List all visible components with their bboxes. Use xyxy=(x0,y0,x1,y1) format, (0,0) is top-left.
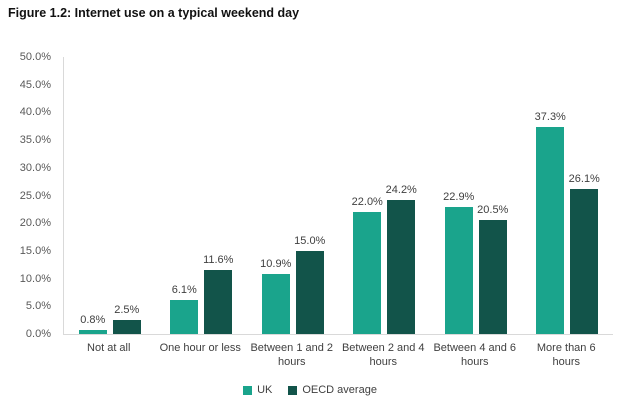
bar-value-label: 22.9% xyxy=(443,191,475,204)
bar-value-label: 6.1% xyxy=(171,284,197,297)
y-axis: 50.0% 45.0% 40.0% 35.0% 30.0% 25.0% 20.0% 15.0%… xyxy=(0,51,57,340)
legend-swatch-icon xyxy=(243,385,253,395)
y-axis-tick-label: 45.0% xyxy=(19,78,51,91)
legend-item-oecd-average: OECD average xyxy=(288,384,377,396)
bar-uk: 6.1% xyxy=(170,284,199,334)
bar-group: 22.9% 20.5% xyxy=(430,57,522,334)
bar-group: 37.3% 26.1% xyxy=(522,57,614,334)
y-axis-tick-label: 5.0% xyxy=(25,300,51,313)
bar-value-label: 0.8% xyxy=(80,313,106,326)
bar-group: 6.1% 11.6% xyxy=(156,57,248,334)
bar-uk: 22.0% xyxy=(352,196,383,334)
bar-uk: 22.9% xyxy=(443,191,474,334)
bar-value-label: 11.6% xyxy=(203,253,234,266)
y-axis-tick-label: 40.0% xyxy=(19,106,51,119)
bar-value-label: 10.9% xyxy=(260,257,292,270)
x-axis-labels: Not at all One hour or less Between 1 and … xyxy=(63,341,612,370)
bar-value-label: 24.2% xyxy=(385,183,417,196)
legend-label: UK xyxy=(257,384,273,396)
y-axis-tick-label: 30.0% xyxy=(19,161,51,174)
bar-uk: 0.8% xyxy=(78,314,107,334)
bar-group: 0.8% 2.5% xyxy=(64,57,156,334)
y-axis-tick-label: 25.0% xyxy=(19,189,51,202)
bar-group: 10.9% 15.0% xyxy=(247,57,339,334)
bar-oecd-average: 24.2% xyxy=(386,184,417,334)
bar-oecd-average: 15.0% xyxy=(294,235,325,334)
legend-swatch-icon xyxy=(288,385,298,395)
y-axis-tick-label: 50.0% xyxy=(19,51,51,63)
legend: UK OECD average xyxy=(0,384,620,396)
y-axis-tick-label: 15.0% xyxy=(19,244,51,257)
bar-value-label: 26.1% xyxy=(568,173,600,186)
y-axis-tick-label: 35.0% xyxy=(19,134,51,147)
x-axis-category-label: Not at all xyxy=(87,342,131,354)
x-axis-category-label: Between 2 and 4 hours xyxy=(341,342,425,369)
figure-title: Figure 1.2: Internet use on a typical we… xyxy=(8,6,300,20)
bar-value-label: 2.5% xyxy=(114,304,140,317)
bar-oecd-average: 2.5% xyxy=(112,304,141,334)
bar-uk: 37.3% xyxy=(535,111,566,334)
bar-value-label: 15.0% xyxy=(294,234,326,247)
bar-value-label: 20.5% xyxy=(477,204,509,217)
bar-group: 22.0% 24.2% xyxy=(339,57,431,334)
bar-oecd-average: 26.1% xyxy=(569,173,600,334)
legend-label: OECD average xyxy=(302,384,377,396)
x-axis-category-label: Between 4 and 6 hours xyxy=(433,342,517,369)
x-axis-category-label: One hour or less xyxy=(159,342,241,354)
x-axis-category-label: More than 6 hours xyxy=(536,342,596,369)
bar-value-label: 37.3% xyxy=(534,111,566,124)
y-axis-tick-label: 0.0% xyxy=(25,328,51,340)
bar-value-label: 22.0% xyxy=(351,196,383,209)
legend-item-uk: UK xyxy=(243,384,272,396)
x-axis-category-label: Between 1 and 2 hours xyxy=(250,342,334,369)
bar-oecd-average: 11.6% xyxy=(203,254,233,334)
plot-area: 0.8% 2.5% 6.1% 11.6% 10.9% 15.0% 22.0% 24.2% 22.… xyxy=(63,57,613,335)
y-axis-tick-label: 20.0% xyxy=(19,217,51,230)
y-axis-tick-label: 10.0% xyxy=(19,272,51,285)
bar-oecd-average: 20.5% xyxy=(477,204,508,334)
bar-uk: 10.9% xyxy=(260,258,291,334)
